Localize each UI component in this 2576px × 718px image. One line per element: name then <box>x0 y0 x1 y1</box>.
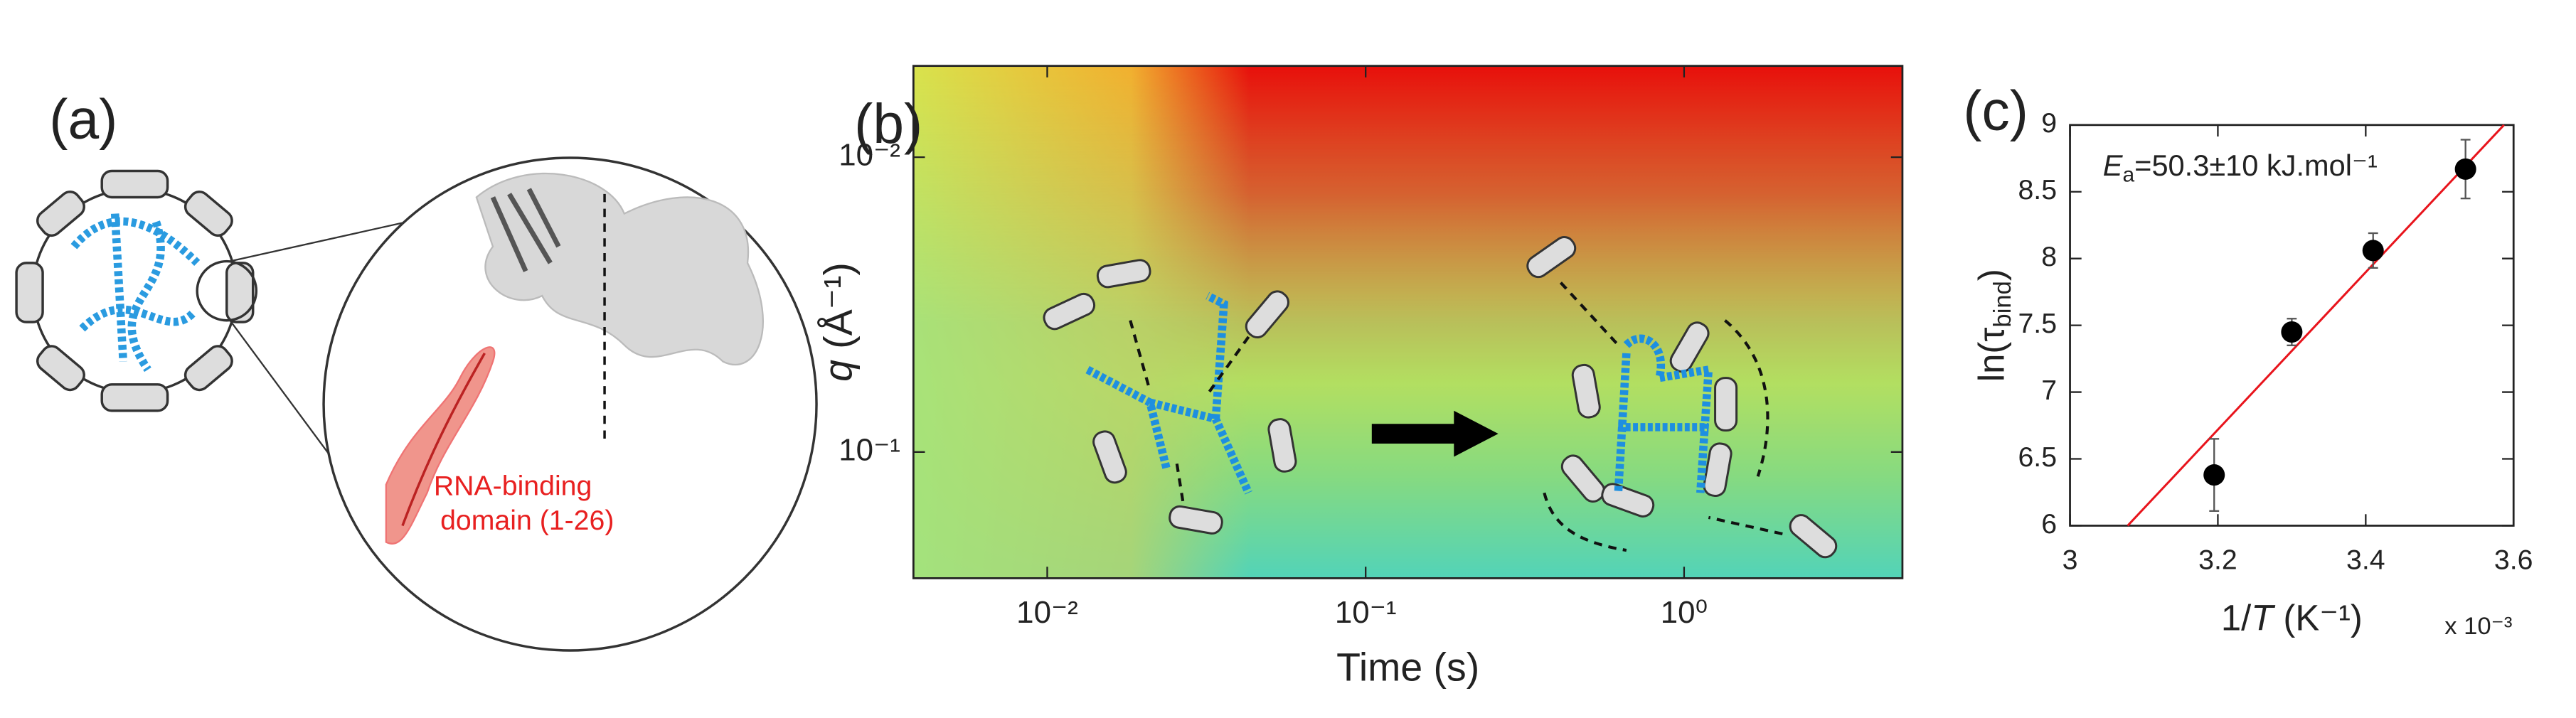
label-part: ) <box>1971 269 2012 281</box>
fit-line <box>2127 124 2505 527</box>
label-part: (Å⁻¹) <box>816 262 860 360</box>
x-tick-label: 3.6 <box>2494 545 2533 576</box>
label-part: a <box>2122 163 2134 186</box>
y-tick-label: 7.5 <box>2018 308 2057 339</box>
label-part: q <box>816 360 860 382</box>
y-tick-label: 6 <box>2041 508 2057 540</box>
label-part: =50.3±10 kJ.mol⁻¹ <box>2134 149 2378 182</box>
x-tick-label: 3.4 <box>2346 545 2385 576</box>
y-tick-label: 8.5 <box>2018 174 2057 205</box>
y-tick-label: 6.5 <box>2018 441 2057 473</box>
axis-label: Time (s) <box>1336 645 1479 689</box>
label-part: bind <box>1989 281 2016 327</box>
label-part: ln(τ <box>1971 328 2012 382</box>
x-tick-label: 10⁻² <box>1016 595 1078 630</box>
data-point <box>2454 158 2476 180</box>
y-tick-label: 7 <box>2041 375 2057 406</box>
panel-a: (a) RNA-binding domain (1-26) <box>15 87 818 652</box>
data-point <box>2362 240 2384 262</box>
annotation: domain (1-26) <box>440 505 614 536</box>
x-tick-label: 3.2 <box>2198 545 2237 576</box>
plot-frame <box>912 65 1904 579</box>
y-tick-label: 10⁻² <box>839 138 900 173</box>
axis-label: ln(τbind) <box>1971 269 2017 382</box>
x-multiplier: x 10⁻³ <box>2444 613 2512 640</box>
x-tick-label: 3 <box>2063 545 2078 576</box>
axis-label: 1/T (K⁻¹) <box>2221 598 2363 638</box>
axis-label: Ea=50.3±10 kJ.mol⁻¹ <box>2103 149 2378 187</box>
x-tick-label: 10⁰ <box>1661 595 1708 630</box>
x-tick-label: 10⁻¹ <box>1335 595 1397 630</box>
label-part: T <box>2251 598 2276 638</box>
y-tick-label: 10⁻¹ <box>839 432 900 467</box>
label-part: (K⁻¹) <box>2273 598 2363 638</box>
data-point <box>2203 464 2225 486</box>
panel-label: (c) <box>1963 80 2028 142</box>
label-part: 1/ <box>2221 598 2252 638</box>
heatmap-image <box>913 65 1902 579</box>
data-point <box>2281 321 2303 343</box>
panel-label: (a) <box>49 87 117 150</box>
label-part: E <box>2103 149 2124 182</box>
axis-label: q (Å⁻¹) <box>816 262 860 382</box>
panel-label: (b) <box>854 92 922 155</box>
annotation: RNA-binding <box>434 471 592 502</box>
y-tick-label: 9 <box>2041 107 2057 139</box>
y-tick-label: 8 <box>2041 241 2057 272</box>
label-part: Time (s) <box>1336 645 1479 689</box>
